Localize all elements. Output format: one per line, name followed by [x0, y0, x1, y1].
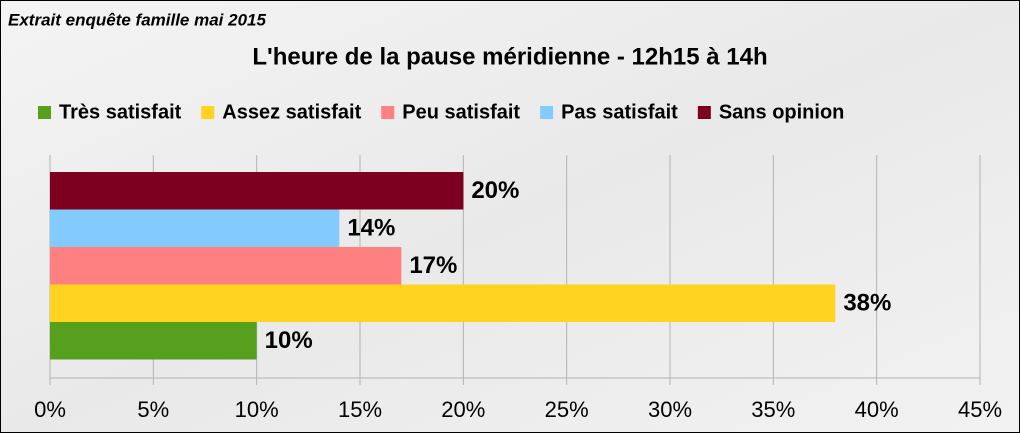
- x-tick-label: 35%: [751, 397, 795, 422]
- bar: [50, 247, 402, 285]
- x-tick-label: 25%: [545, 397, 589, 422]
- data-label: 17%: [409, 252, 457, 279]
- x-tick-label: 15%: [338, 397, 382, 422]
- x-tick-label: 5%: [137, 397, 169, 422]
- bar: [50, 172, 464, 210]
- bar: [50, 209, 340, 247]
- chart-title: L'heure de la pause méridienne - 12h15 à…: [252, 43, 767, 70]
- x-tick-label: 40%: [855, 397, 899, 422]
- legend-swatch: [38, 106, 51, 119]
- x-tick-label: 0%: [34, 397, 66, 422]
- x-tick-label: 45%: [958, 397, 1002, 422]
- data-label: 14%: [347, 215, 395, 242]
- legend-swatch: [201, 106, 215, 119]
- data-label: 38%: [843, 290, 891, 317]
- legend-label: Pas satisfait: [561, 101, 678, 123]
- legend-label: Peu satisfait: [402, 101, 520, 123]
- data-label: 20%: [471, 177, 519, 204]
- legend-swatch: [697, 106, 711, 119]
- x-tick-label: 20%: [441, 397, 485, 422]
- x-tick-label: 30%: [648, 397, 692, 422]
- legend-swatch: [381, 106, 395, 119]
- x-tick-label: 10%: [235, 397, 279, 422]
- data-label: 10%: [265, 327, 313, 354]
- legend-label: Très satisfait: [59, 101, 182, 123]
- bar: [50, 322, 257, 360]
- legend-swatch: [540, 106, 554, 119]
- bar: [50, 284, 836, 322]
- legend-label: Assez satisfait: [222, 101, 361, 123]
- legend-label: Sans opinion: [719, 101, 845, 123]
- annotation: Extrait enquête famille mai 2015: [8, 10, 266, 29]
